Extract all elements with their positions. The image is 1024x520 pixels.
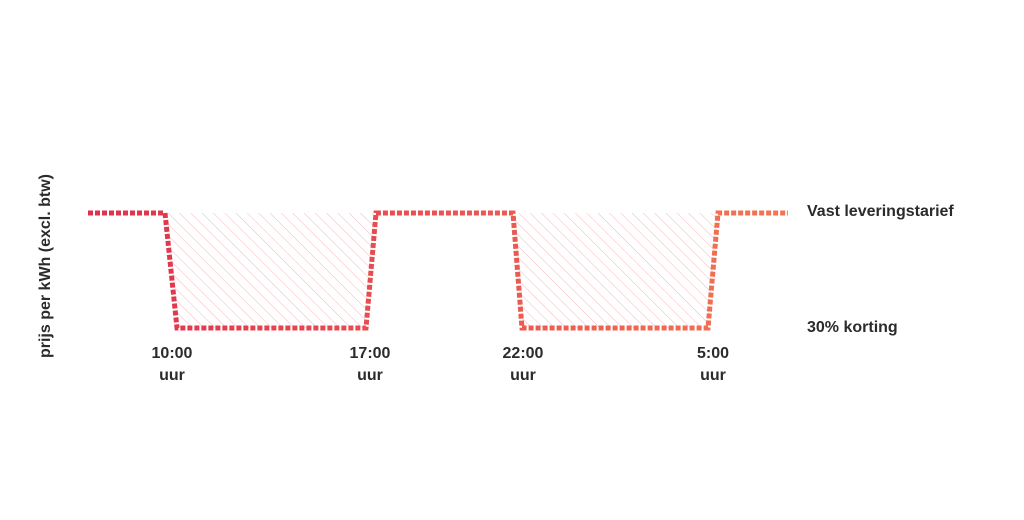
- axis-label: prijs per kWh (excl. btw): [37, 174, 54, 358]
- time-unit: uur: [700, 367, 726, 384]
- time-label: 22:00: [503, 345, 544, 362]
- level-label: 30% korting: [807, 319, 898, 336]
- level-label: Vast leveringstarief: [807, 203, 954, 220]
- time-unit: uur: [510, 367, 536, 384]
- time-label: 5:00: [697, 345, 729, 362]
- time-unit: uur: [159, 367, 185, 384]
- time-unit: uur: [357, 367, 383, 384]
- hatch-area: [513, 213, 718, 328]
- time-label: 10:00: [152, 345, 193, 362]
- time-labels: 10:00 uur 17:00 uur 22:00 uur 5:00 uur: [152, 345, 730, 384]
- hatch-area: [165, 213, 376, 328]
- time-label: 17:00: [350, 345, 391, 362]
- price-line: [88, 210, 788, 331]
